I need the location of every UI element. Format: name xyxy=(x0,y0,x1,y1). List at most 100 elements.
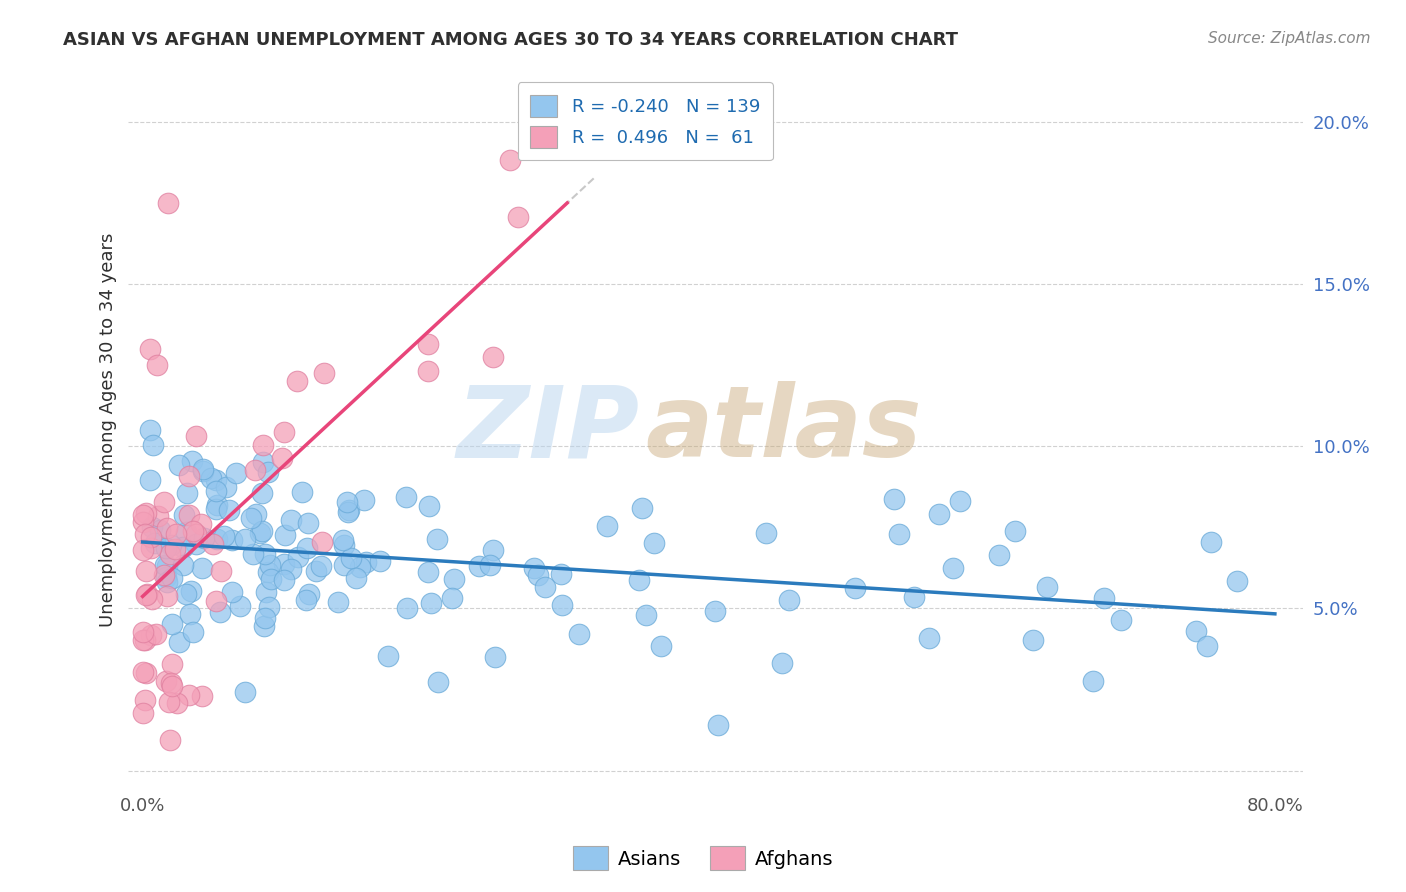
Point xyxy=(135,506,157,520)
Point xyxy=(221,585,243,599)
Point xyxy=(155,570,177,584)
Point xyxy=(249,526,271,541)
Point xyxy=(354,555,377,569)
Point xyxy=(183,624,205,639)
Text: ASIAN VS AFGHAN UNEMPLOYMENT AMONG AGES 30 TO 34 YEARS CORRELATION CHART: ASIAN VS AFGHAN UNEMPLOYMENT AMONG AGES … xyxy=(63,31,959,49)
Point xyxy=(200,471,222,485)
Point xyxy=(889,526,911,541)
Point xyxy=(1109,613,1132,627)
Point xyxy=(270,450,292,465)
Point xyxy=(242,547,264,561)
Point xyxy=(155,558,177,573)
Point xyxy=(918,631,941,645)
Point xyxy=(1092,591,1115,606)
Text: ZIP: ZIP xyxy=(457,382,640,478)
Point xyxy=(215,480,238,494)
Point xyxy=(550,567,572,582)
Point xyxy=(156,559,179,574)
Point xyxy=(426,532,449,546)
Point xyxy=(173,508,195,522)
Point xyxy=(193,532,215,546)
Point xyxy=(139,628,162,642)
Point xyxy=(280,513,302,527)
Point xyxy=(252,455,274,469)
Point xyxy=(159,547,181,561)
Point xyxy=(172,540,194,554)
Point xyxy=(201,537,224,551)
Point xyxy=(134,633,156,648)
Point xyxy=(252,438,274,452)
Point xyxy=(138,423,160,437)
Point xyxy=(340,550,363,565)
Point xyxy=(332,558,354,573)
Point xyxy=(311,534,333,549)
Point xyxy=(191,689,214,703)
Point xyxy=(176,486,198,500)
Point xyxy=(138,342,160,356)
Point xyxy=(250,524,273,538)
Point xyxy=(1036,580,1059,594)
Point xyxy=(336,505,359,519)
Point xyxy=(443,572,465,586)
Point xyxy=(312,366,335,380)
Point xyxy=(160,679,183,693)
Point xyxy=(254,585,277,599)
Point xyxy=(482,350,505,364)
Point xyxy=(703,604,725,618)
Point xyxy=(205,484,228,499)
Point xyxy=(1184,624,1206,639)
Point xyxy=(148,509,170,524)
Point xyxy=(337,502,360,516)
Point xyxy=(135,665,157,680)
Point xyxy=(395,600,418,615)
Point xyxy=(134,527,156,541)
Point xyxy=(141,519,163,533)
Point xyxy=(152,568,174,582)
Point xyxy=(298,586,321,600)
Point xyxy=(353,493,375,508)
Point xyxy=(186,526,208,541)
Point xyxy=(149,523,172,537)
Point xyxy=(368,554,391,568)
Point xyxy=(259,558,281,573)
Point xyxy=(167,635,190,649)
Point xyxy=(131,625,153,640)
Point xyxy=(179,607,201,621)
Point xyxy=(193,464,215,478)
Point xyxy=(183,524,205,538)
Point xyxy=(643,536,665,550)
Point xyxy=(468,559,491,574)
Point xyxy=(174,587,197,601)
Point xyxy=(942,561,965,575)
Point xyxy=(523,560,546,574)
Point xyxy=(333,538,356,552)
Point xyxy=(205,502,228,516)
Point xyxy=(257,599,280,614)
Point xyxy=(235,685,257,699)
Point xyxy=(145,536,167,550)
Point xyxy=(274,527,297,541)
Point xyxy=(160,676,183,690)
Point xyxy=(163,541,186,556)
Point xyxy=(159,733,181,747)
Point xyxy=(253,547,276,561)
Point xyxy=(155,673,177,688)
Point xyxy=(628,573,651,587)
Point xyxy=(1004,524,1026,538)
Point xyxy=(252,486,274,500)
Point xyxy=(205,499,228,513)
Point xyxy=(131,543,153,558)
Point xyxy=(136,587,159,601)
Point xyxy=(427,675,450,690)
Point xyxy=(568,627,591,641)
Point xyxy=(260,572,283,586)
Point xyxy=(204,594,226,608)
Legend: Asians, Afghans: Asians, Afghans xyxy=(565,838,841,878)
Point xyxy=(157,195,180,210)
Point xyxy=(273,573,295,587)
Point xyxy=(160,657,183,671)
Point xyxy=(131,508,153,522)
Point xyxy=(212,529,235,543)
Point xyxy=(1201,535,1223,549)
Point xyxy=(253,618,276,632)
